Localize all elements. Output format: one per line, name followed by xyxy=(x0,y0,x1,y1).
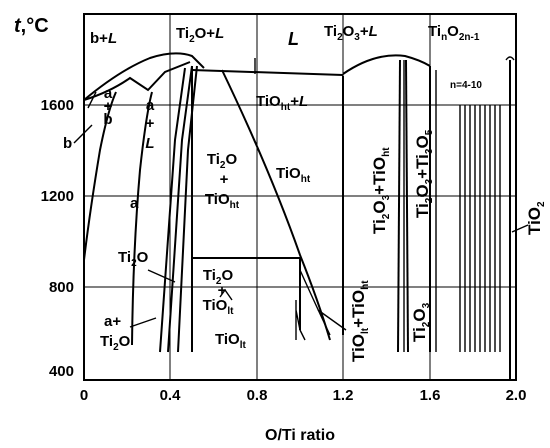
x-tick-label: 0 xyxy=(80,387,88,404)
tio2-top xyxy=(505,56,515,61)
region-label-n-range: n=4-10 xyxy=(450,80,482,91)
y-ticks: 1600 1200 800 400 xyxy=(41,97,74,380)
region-label-ti2o-plus-l: Ti2O+L xyxy=(176,25,224,45)
y-tick-label: 1200 xyxy=(41,188,74,205)
tiolt-lines xyxy=(295,300,306,341)
region-label-ti2o3-low: Ti2O3 xyxy=(410,302,432,342)
ti2o3-right xyxy=(405,59,409,353)
region-label-tino2n1: TinO2n-1 xyxy=(428,23,480,43)
tioht-upper xyxy=(191,69,344,76)
ti2o-boundary-left xyxy=(159,67,186,353)
ti2o-boundary-right2 xyxy=(177,65,198,353)
a-plus-ti2o-leader xyxy=(129,317,157,328)
tio2-leader-line xyxy=(511,224,529,233)
tiolt-eutectoid xyxy=(219,288,233,301)
region-label-a-plus-l: a + L xyxy=(145,97,154,152)
b-leader-line xyxy=(73,124,93,144)
x-axis-title: O/Ti ratio xyxy=(265,427,335,444)
region-label-tioht-plus-l: TiOht+L xyxy=(256,93,308,113)
region-label-tiolt: TiOlt xyxy=(215,331,247,351)
region-label-tiolt-plus-tioht: TiOlt+TiOht xyxy=(349,280,371,362)
region-label-ti2o: Ti2O xyxy=(118,249,149,269)
region-label-ti2o3-plus-ti3o5: Ti2O3+Ti3O5 xyxy=(413,129,435,218)
region-label-ti2o-plus-tiolt: Ti2O + TiOlt xyxy=(203,267,235,317)
plot-frame xyxy=(83,13,517,381)
region-label-a-plus-ti2o: a+ Ti2O xyxy=(100,313,131,353)
region-label-tio2: TiO2 xyxy=(525,201,547,235)
alpha-beta-boundary xyxy=(87,91,97,109)
ti2o-leader-line xyxy=(147,269,176,283)
region-label-liquid: L xyxy=(288,29,299,49)
region-label-ti2o-plus-tioht: Ti2O + TiOht xyxy=(205,151,240,211)
region-labels: b+L a + b a + L b a Ti2O+L L Ti2O3+L TinO2n-… xyxy=(63,23,547,362)
y-tick-label: 400 xyxy=(49,363,74,380)
region-label-ti2o3-plus-tioht: Ti2O3+TiOht xyxy=(370,147,392,234)
region-label-a: a xyxy=(130,195,139,212)
region-label-b-plus-l: b+L xyxy=(90,30,117,47)
tiolt-ht-curve xyxy=(299,269,331,336)
x-tick-label: 1.6 xyxy=(420,387,441,404)
y-axis-label: t,°C xyxy=(14,15,49,37)
y-tick-label: 800 xyxy=(49,279,74,296)
tiolt-plus-tioht-leader xyxy=(317,309,347,331)
beta-upper-boundary xyxy=(83,61,191,101)
region-label-b: b xyxy=(63,135,72,152)
x-tick-label: 0.8 xyxy=(247,387,268,404)
ti2o3-left xyxy=(397,59,401,353)
phase-boundaries xyxy=(83,52,515,380)
beta-solvus xyxy=(83,91,117,261)
x-tick-label: 0.4 xyxy=(160,387,182,404)
ti2o3-liquidus xyxy=(342,54,431,75)
liquidus-left xyxy=(83,52,205,101)
x-ticks: 0 0.4 0.8 1.2 1.6 2.0 xyxy=(80,387,527,404)
tioht-right-boundary xyxy=(221,69,331,341)
x-tick-label: 2.0 xyxy=(506,387,527,404)
region-label-ti2o3-plus-l: Ti2O3+L xyxy=(324,23,378,43)
y-tick-label: 1600 xyxy=(41,97,74,114)
alpha-solvus xyxy=(131,91,153,346)
region-label-tioht: TiOht xyxy=(276,165,311,185)
x-tick-label: 1.2 xyxy=(333,387,354,404)
magneli-lines xyxy=(459,105,501,352)
region-label-a-plus-b: a + b xyxy=(103,85,112,128)
